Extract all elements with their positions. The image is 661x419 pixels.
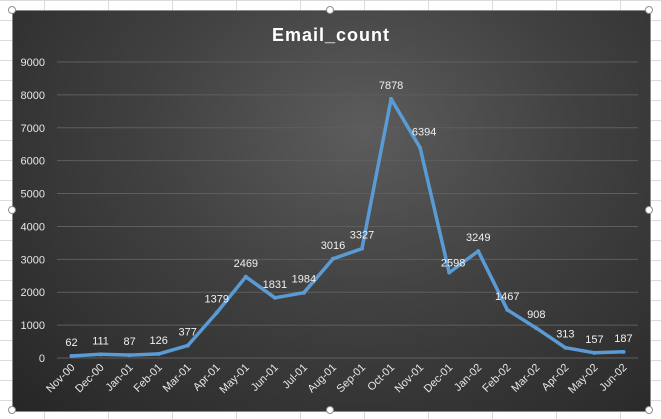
gridlines [57,61,638,359]
x-tick-label: May-01 [218,362,252,396]
y-tick-label: 9000 [21,57,45,69]
data-point[interactable] [360,246,365,251]
x-tick-label: Jan-01 [103,362,135,394]
x-tick-label: Dec-01 [422,362,456,396]
data-point[interactable] [127,353,132,358]
data-point[interactable] [563,345,568,350]
data-label: 1379 [205,294,229,306]
line-chart: Email_count 0 1000 2000 3000 4000 5000 6000 700… [21,25,638,396]
data-point[interactable] [505,307,510,312]
data-label: 111 [92,335,109,347]
y-tick-label: 4000 [21,221,45,233]
data-label: 1831 [263,279,287,291]
chart-title[interactable]: Email_count [272,25,390,45]
data-label: 6394 [412,127,436,139]
y-tick-label: 1000 [21,320,45,332]
resize-handle-bottom[interactable] [326,406,334,414]
data-label: 2469 [234,258,258,270]
x-tick-label: Feb-01 [132,362,165,395]
data-label: 3249 [466,232,490,244]
x-axis[interactable]: Nov-00Dec-00Jan-01Feb-01Mar-01Apr-01May-… [44,362,630,396]
resize-handle-top-left[interactable] [8,6,16,14]
data-label: 7878 [379,80,403,92]
series-line[interactable] [69,97,626,358]
data-label: 157 [585,334,603,346]
data-point[interactable] [69,353,74,358]
data-label: 908 [527,309,545,321]
data-point[interactable] [447,270,452,275]
data-point[interactable] [214,310,219,315]
x-tick-label: Mar-01 [161,362,194,395]
data-label: 126 [149,335,167,347]
y-tick-label: 3000 [21,254,45,266]
data-label: 62 [65,337,77,349]
y-tick-label: 8000 [21,90,45,102]
data-point[interactable] [330,256,335,261]
y-tick-label: 0 [39,353,45,365]
x-tick-label: Nov-01 [393,362,427,396]
x-tick-label: Aug-01 [306,362,340,396]
x-tick-label: Jun-02 [597,362,629,394]
y-tick-label: 6000 [21,156,45,168]
x-tick-label: May-02 [566,362,600,396]
data-labels: 62 111 87 126 377 1379 2469 1831 1984 3016 3327 787… [65,80,633,358]
resize-handle-top[interactable] [326,6,334,14]
data-point[interactable] [476,249,481,254]
data-point[interactable] [272,295,277,300]
y-tick-label: 2000 [21,287,45,299]
resize-handle-bottom-left[interactable] [8,406,16,414]
resize-handle-top-right[interactable] [645,6,653,14]
data-label: 3016 [321,240,345,252]
data-label: 187 [614,333,632,345]
y-axis[interactable]: 0 1000 2000 3000 4000 5000 6000 7000 8000 9000 [21,57,45,365]
data-point[interactable] [243,274,248,279]
data-point[interactable] [98,352,103,357]
data-point[interactable] [389,96,394,101]
x-tick-label: Dec-00 [73,362,107,396]
data-label: 2598 [441,258,465,270]
x-tick-label: Jun-01 [249,362,281,394]
x-tick-label: Feb-02 [480,362,513,395]
data-point[interactable] [156,351,161,356]
data-point[interactable] [592,350,597,355]
data-label: 3327 [350,230,374,242]
x-tick-label: Mar-02 [509,362,542,395]
data-point[interactable] [621,349,626,354]
data-label: 313 [556,329,574,341]
resize-handle-bottom-right[interactable] [645,406,653,414]
data-point[interactable] [534,326,539,331]
x-tick-label: Oct-01 [365,362,397,394]
y-tick-label: 7000 [21,123,45,135]
data-point[interactable] [418,145,423,150]
chart-area[interactable]: Email_count 0 1000 2000 3000 4000 5000 6000 700… [12,10,651,412]
resize-handle-left[interactable] [8,206,16,214]
x-tick-label: Jan-02 [452,362,484,394]
y-tick-label: 5000 [21,189,45,201]
x-tick-label: Nov-00 [44,362,78,396]
x-tick-label: Sep-01 [335,362,369,396]
data-label: 1467 [495,291,519,303]
data-label: 377 [179,327,197,339]
data-label: 1984 [292,274,316,286]
data-point[interactable] [185,343,190,348]
data-label: 87 [124,336,136,348]
resize-handle-right[interactable] [645,206,653,214]
data-point[interactable] [301,290,306,295]
